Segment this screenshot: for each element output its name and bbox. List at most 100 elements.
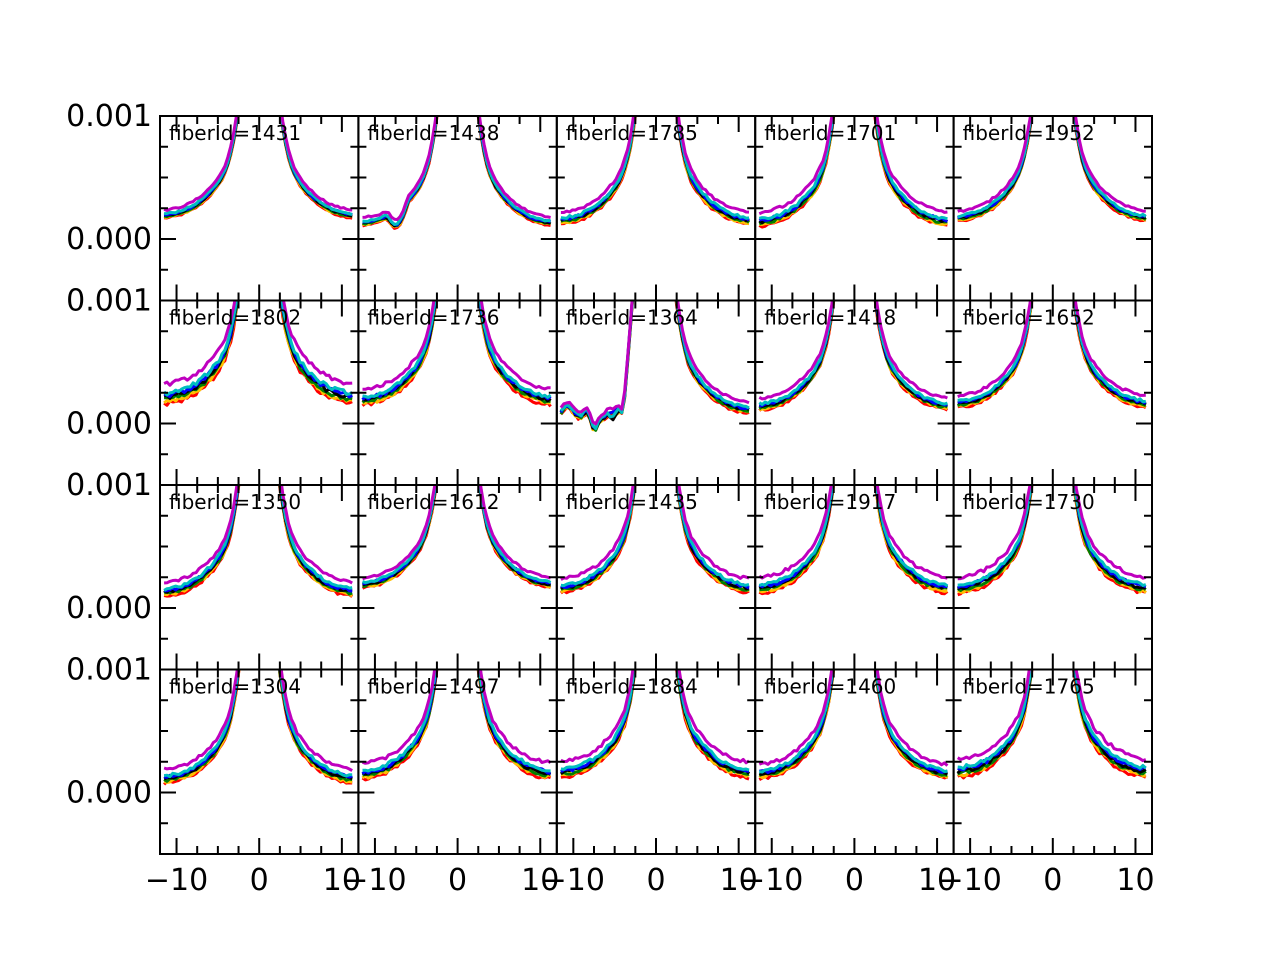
panel-label: fiberId=1418 xyxy=(764,306,896,330)
series-line xyxy=(957,116,1147,222)
series-group xyxy=(956,300,1147,409)
series-line xyxy=(163,300,353,400)
series-line xyxy=(957,116,1147,223)
series-group xyxy=(163,485,354,598)
series-line xyxy=(164,116,353,216)
series-line xyxy=(361,485,552,590)
series-line xyxy=(758,485,949,588)
series-line xyxy=(957,300,1147,409)
series-line xyxy=(560,116,750,222)
series-line xyxy=(956,669,1147,763)
series-line xyxy=(361,669,552,782)
y-tick-label: 0.001 xyxy=(66,99,152,134)
subplot-panel: fiberId=1952 xyxy=(952,115,1153,302)
subplot-panel: fiberId=1736 xyxy=(357,299,558,486)
series-group xyxy=(361,300,552,408)
series-line xyxy=(560,116,750,220)
series-line xyxy=(560,485,750,581)
series-line xyxy=(361,669,552,765)
series-group xyxy=(758,116,949,229)
series-line xyxy=(758,300,948,401)
series-line xyxy=(163,300,353,407)
series-line xyxy=(758,485,948,580)
axis-ticks xyxy=(160,115,359,302)
panel-label: fiberId=1736 xyxy=(367,306,499,330)
series-line xyxy=(361,669,551,780)
series-line xyxy=(560,669,750,778)
panel-label: fiberId=1652 xyxy=(963,306,1095,330)
series-line xyxy=(758,116,948,226)
y-tick-label: 0.000 xyxy=(66,407,152,442)
series-line xyxy=(361,300,551,404)
panel-label: fiberId=1730 xyxy=(963,490,1095,514)
series-line xyxy=(957,669,1146,778)
series-group xyxy=(559,300,750,432)
y-tick-labels: 0.000 0.001 0.000 0.001 0.000 0.001 0.000 0.001 xyxy=(66,99,152,811)
x-tick-label: −10 xyxy=(343,863,406,898)
y-tick-label: 0.001 xyxy=(66,468,152,503)
series-line xyxy=(957,300,1147,405)
axis-ticks xyxy=(358,668,557,855)
panel-label: fiberId=1460 xyxy=(764,675,896,699)
series-line xyxy=(362,485,551,586)
subplot-panel: fiberId=1652 xyxy=(952,299,1153,486)
subplot-panel: fiberId=1418 xyxy=(754,299,955,486)
series-line xyxy=(560,116,750,223)
panel-label: fiberId=1350 xyxy=(169,490,301,514)
series-line xyxy=(957,300,1147,408)
x-tick-label: 10 xyxy=(1116,863,1154,898)
series-line xyxy=(361,669,552,776)
series-line xyxy=(759,485,948,592)
series-line xyxy=(957,485,1147,597)
series-line xyxy=(362,116,551,221)
series-line xyxy=(362,300,551,405)
series-line xyxy=(758,669,948,782)
series-line xyxy=(163,485,353,592)
series-group xyxy=(758,300,949,412)
panel-label: fiberId=1612 xyxy=(367,490,499,514)
panel-label: fiberId=1438 xyxy=(367,121,499,145)
series-group xyxy=(559,669,751,781)
axis-ticks xyxy=(556,668,756,855)
series-line xyxy=(163,300,353,399)
axis-ticks xyxy=(953,115,1152,302)
x-tick-label: 0 xyxy=(845,863,864,898)
series-line xyxy=(957,300,1147,406)
subplot-panel: fiberId=1765 xyxy=(952,668,1153,855)
series-line xyxy=(163,669,353,786)
x-tick-label: 10 xyxy=(918,863,956,898)
subplot-panel: fiberId=1435 xyxy=(555,484,757,671)
series-line xyxy=(163,116,353,212)
panel-label: fiberId=1785 xyxy=(566,121,698,145)
series-line xyxy=(362,485,551,581)
series-line xyxy=(361,300,552,401)
series-line xyxy=(163,300,353,387)
series-line xyxy=(957,669,1147,771)
series-line xyxy=(758,116,948,216)
series-line xyxy=(163,669,353,784)
series-line xyxy=(362,300,552,399)
panel-label: fiberId=1884 xyxy=(566,675,698,699)
series-line xyxy=(957,485,1147,594)
series-line xyxy=(758,116,949,223)
subplot-panel: fiberId=1304 xyxy=(159,668,360,855)
series-line xyxy=(560,116,751,224)
panel-label: fiberId=1304 xyxy=(169,675,301,699)
y-tick-label: 0.001 xyxy=(66,653,152,688)
series-line xyxy=(162,300,353,397)
y-tick-label: 0.000 xyxy=(66,591,152,626)
series-line xyxy=(362,116,551,230)
x-tick-label: 0 xyxy=(1043,863,1062,898)
x-tick-label: −10 xyxy=(542,863,605,898)
series-line xyxy=(164,300,353,402)
series-line xyxy=(362,485,552,585)
series-line xyxy=(163,669,353,783)
series-group xyxy=(956,485,1147,597)
series-line xyxy=(758,300,949,410)
series-line xyxy=(163,485,353,596)
series-line xyxy=(163,116,353,217)
series-line xyxy=(758,116,948,225)
subplot-panel: fiberId=1785 xyxy=(555,115,757,302)
series-line xyxy=(758,300,948,408)
series-line xyxy=(560,485,750,588)
